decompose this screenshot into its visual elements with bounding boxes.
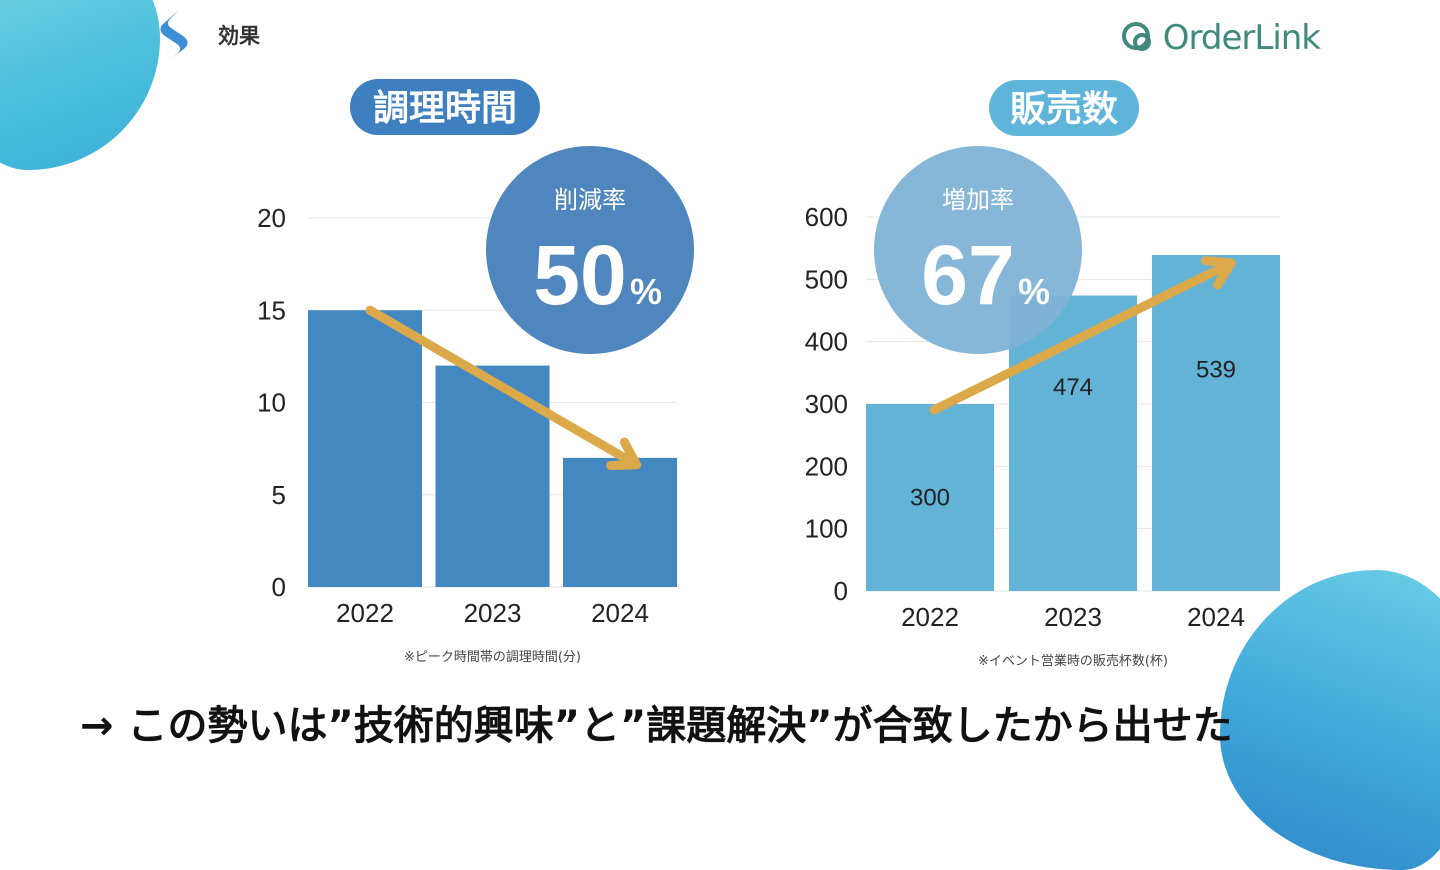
y-tick-label: 0 bbox=[834, 576, 848, 606]
rate-badge-label: 増加率 bbox=[942, 186, 1014, 214]
rate-badge bbox=[486, 146, 694, 354]
x-tick-label: 2023 bbox=[1044, 602, 1102, 632]
y-tick-label: 600 bbox=[805, 202, 848, 232]
chart-sales: 0 100 200 300 400 500 600 2022 300 2023 474 2024 539… bbox=[805, 80, 1280, 669]
trend-arrow-line bbox=[929, 261, 1231, 415]
data-label: 474 bbox=[1053, 374, 1093, 401]
bar-2022 bbox=[308, 310, 422, 587]
brand-logo: OrderLink bbox=[1119, 18, 1321, 58]
x-tick-label: 2024 bbox=[1187, 602, 1245, 632]
x-tick-label: 2022 bbox=[901, 602, 959, 632]
rate-badge bbox=[874, 146, 1082, 354]
trend-arrow-head bbox=[606, 437, 642, 470]
data-label: 300 bbox=[910, 485, 950, 512]
s-logo-icon bbox=[160, 10, 188, 62]
rate-badge-value: 50 bbox=[533, 228, 626, 322]
x-tick-label: 2023 bbox=[464, 598, 522, 628]
bar-2024 bbox=[563, 457, 677, 587]
rate-badge-unit: % bbox=[1018, 271, 1050, 312]
y-tick-label: 100 bbox=[805, 514, 848, 544]
bar-2023 bbox=[435, 365, 550, 587]
rate-badge-unit: % bbox=[630, 271, 662, 312]
bar-2022 bbox=[866, 404, 994, 591]
data-label: 539 bbox=[1196, 356, 1236, 383]
chart-cooking-time: 0 5 10 15 20 2022 2023 2024 ※ピーク時間帯の調理時間(分) 調理時間削… bbox=[257, 79, 694, 665]
charts-canvas: 0 5 10 15 20 2022 2023 2024 ※ピーク時間帯の調理時間(分) 調理時間削… bbox=[257, 79, 1280, 669]
y-tick-label: 20 bbox=[257, 203, 286, 233]
trend-arrow-line bbox=[365, 305, 636, 467]
conclusion-text: → この勢いは”技術的興味”と”課題解決”が合致したから出せた bbox=[80, 703, 1233, 749]
chart-title: 調理時間 bbox=[373, 88, 517, 129]
y-tick-label: 500 bbox=[805, 264, 848, 294]
brand-name: OrderLink bbox=[1162, 18, 1321, 58]
trend-arrow-head bbox=[1200, 256, 1236, 290]
y-tick-label: 300 bbox=[805, 389, 848, 419]
chart-title-pill bbox=[350, 79, 540, 135]
rate-badge-label: 削減率 bbox=[554, 186, 626, 214]
y-tick-label: 5 bbox=[272, 480, 286, 510]
rate-badge-value: 67 bbox=[921, 228, 1014, 322]
bar-2024 bbox=[1152, 255, 1280, 592]
orderlink-logo-icon bbox=[1121, 22, 1151, 51]
y-tick-label: 10 bbox=[257, 388, 286, 418]
x-tick-label: 2024 bbox=[591, 598, 649, 628]
chart-caption: ※イベント営業時の販売杯数(杯) bbox=[978, 653, 1168, 669]
y-tick-label: 0 bbox=[272, 572, 286, 602]
chart-title-pill bbox=[989, 80, 1139, 136]
chart-caption: ※ピーク時間帯の調理時間(分) bbox=[404, 650, 581, 665]
page-title: 効果 bbox=[218, 24, 260, 48]
y-tick-label: 15 bbox=[257, 295, 286, 325]
y-tick-label: 200 bbox=[805, 451, 848, 481]
chart-title: 販売数 bbox=[1010, 89, 1118, 130]
y-tick-label: 400 bbox=[805, 327, 848, 357]
x-tick-label: 2022 bbox=[336, 598, 394, 628]
